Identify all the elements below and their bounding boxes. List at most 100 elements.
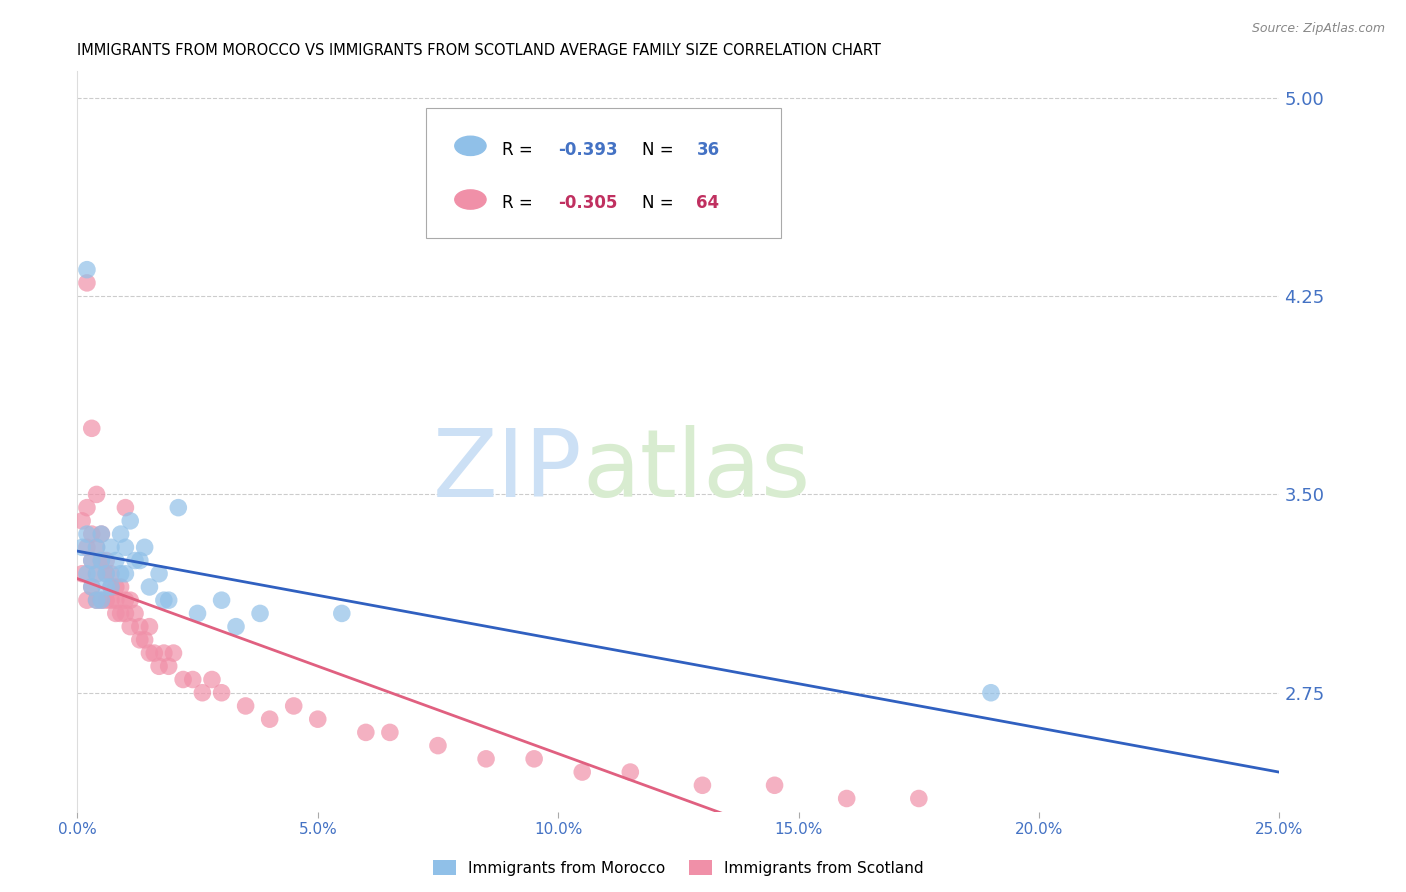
Point — [90, 593, 112, 607]
Point — [211, 686, 233, 700]
Point — [120, 619, 142, 633]
Point — [90, 527, 112, 541]
Point — [307, 712, 329, 726]
Text: N =: N = — [643, 194, 679, 212]
Point — [110, 607, 132, 621]
Point — [475, 752, 498, 766]
Point — [114, 500, 136, 515]
Point — [134, 632, 156, 647]
Point — [330, 607, 353, 621]
Point — [80, 580, 103, 594]
Point — [980, 686, 1002, 700]
Circle shape — [454, 190, 486, 209]
Point — [128, 632, 150, 647]
Point — [259, 712, 281, 726]
Point — [76, 593, 98, 607]
Point — [167, 500, 190, 515]
Point — [70, 566, 93, 581]
Point — [76, 262, 98, 277]
Point — [427, 739, 450, 753]
Point — [114, 566, 136, 581]
Point — [181, 673, 204, 687]
Text: ZIP: ZIP — [433, 425, 582, 517]
Point — [96, 566, 118, 581]
FancyBboxPatch shape — [426, 109, 780, 238]
Point — [90, 527, 112, 541]
Point — [86, 566, 108, 581]
Point — [80, 553, 103, 567]
Point — [120, 514, 142, 528]
Text: Source: ZipAtlas.com: Source: ZipAtlas.com — [1251, 22, 1385, 36]
Point — [80, 527, 103, 541]
Text: R =: R = — [502, 194, 537, 212]
Point — [619, 765, 641, 780]
Point — [143, 646, 166, 660]
Point — [908, 791, 931, 805]
Point — [104, 553, 127, 567]
Point — [90, 553, 112, 567]
Point — [90, 553, 112, 567]
Point — [157, 593, 180, 607]
Point — [138, 580, 160, 594]
Point — [100, 541, 122, 555]
Point — [191, 686, 214, 700]
Point — [201, 673, 224, 687]
Point — [76, 566, 98, 581]
Point — [104, 580, 127, 594]
Point — [76, 276, 98, 290]
Point — [90, 593, 112, 607]
Text: N =: N = — [643, 141, 679, 159]
Point — [110, 566, 132, 581]
Point — [70, 541, 93, 555]
Point — [211, 593, 233, 607]
Point — [86, 541, 108, 555]
Point — [172, 673, 194, 687]
Text: IMMIGRANTS FROM MOROCCO VS IMMIGRANTS FROM SCOTLAND AVERAGE FAMILY SIZE CORRELAT: IMMIGRANTS FROM MOROCCO VS IMMIGRANTS FR… — [77, 43, 882, 58]
Point — [148, 566, 170, 581]
Point — [763, 778, 786, 792]
Point — [114, 607, 136, 621]
Point — [100, 580, 122, 594]
Point — [80, 553, 103, 567]
Point — [86, 593, 108, 607]
Point — [76, 527, 98, 541]
Point — [110, 527, 132, 541]
Point — [124, 553, 146, 567]
Point — [187, 607, 209, 621]
Point — [157, 659, 180, 673]
Point — [148, 659, 170, 673]
Point — [835, 791, 858, 805]
Point — [128, 553, 150, 567]
Point — [110, 580, 132, 594]
Legend: Immigrants from Morocco, Immigrants from Scotland: Immigrants from Morocco, Immigrants from… — [427, 854, 929, 882]
Point — [162, 646, 184, 660]
Point — [70, 514, 93, 528]
Text: -0.305: -0.305 — [558, 194, 617, 212]
Point — [80, 580, 103, 594]
Point — [138, 646, 160, 660]
Point — [571, 765, 593, 780]
Point — [96, 553, 118, 567]
Point — [283, 698, 305, 713]
Point — [225, 619, 247, 633]
Point — [86, 593, 108, 607]
Point — [114, 541, 136, 555]
Point — [128, 619, 150, 633]
Circle shape — [454, 136, 486, 155]
Point — [80, 421, 103, 435]
Text: atlas: atlas — [582, 425, 810, 517]
Text: 64: 64 — [696, 194, 720, 212]
Point — [134, 541, 156, 555]
Point — [100, 566, 122, 581]
Point — [138, 619, 160, 633]
Point — [249, 607, 271, 621]
Point — [96, 566, 118, 581]
Text: R =: R = — [502, 141, 537, 159]
Point — [100, 593, 122, 607]
Point — [76, 500, 98, 515]
Point — [354, 725, 377, 739]
Point — [153, 646, 176, 660]
Point — [104, 607, 127, 621]
Point — [523, 752, 546, 766]
Point — [235, 698, 257, 713]
